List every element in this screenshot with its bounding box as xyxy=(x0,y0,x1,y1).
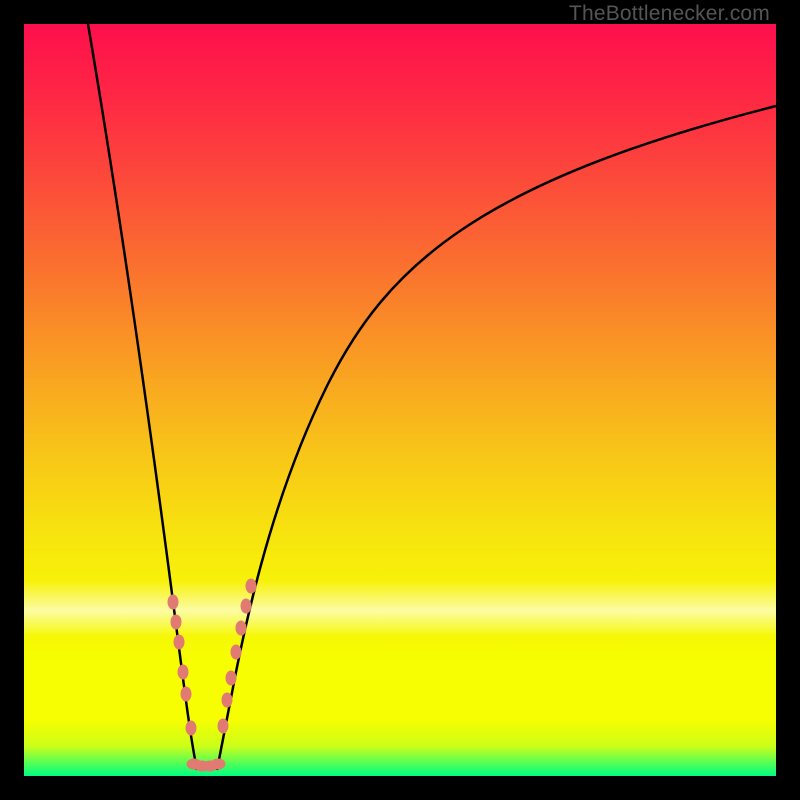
data-marker xyxy=(231,645,241,659)
data-marker xyxy=(168,595,178,609)
markers-group xyxy=(168,579,256,771)
data-marker xyxy=(241,599,251,613)
chart-root: TheBottlenecker.com xyxy=(0,0,800,800)
data-marker xyxy=(218,719,228,733)
curve-right xyxy=(217,106,776,770)
data-marker xyxy=(171,615,181,629)
data-marker xyxy=(181,687,191,701)
data-marker xyxy=(178,665,188,679)
chart-svg xyxy=(0,0,800,800)
data-marker xyxy=(246,579,256,593)
data-marker xyxy=(211,759,225,769)
data-marker xyxy=(186,721,196,735)
data-marker xyxy=(174,635,184,649)
data-marker xyxy=(236,621,246,635)
data-marker xyxy=(222,693,232,707)
curve-left xyxy=(88,24,197,770)
data-marker xyxy=(226,671,236,685)
